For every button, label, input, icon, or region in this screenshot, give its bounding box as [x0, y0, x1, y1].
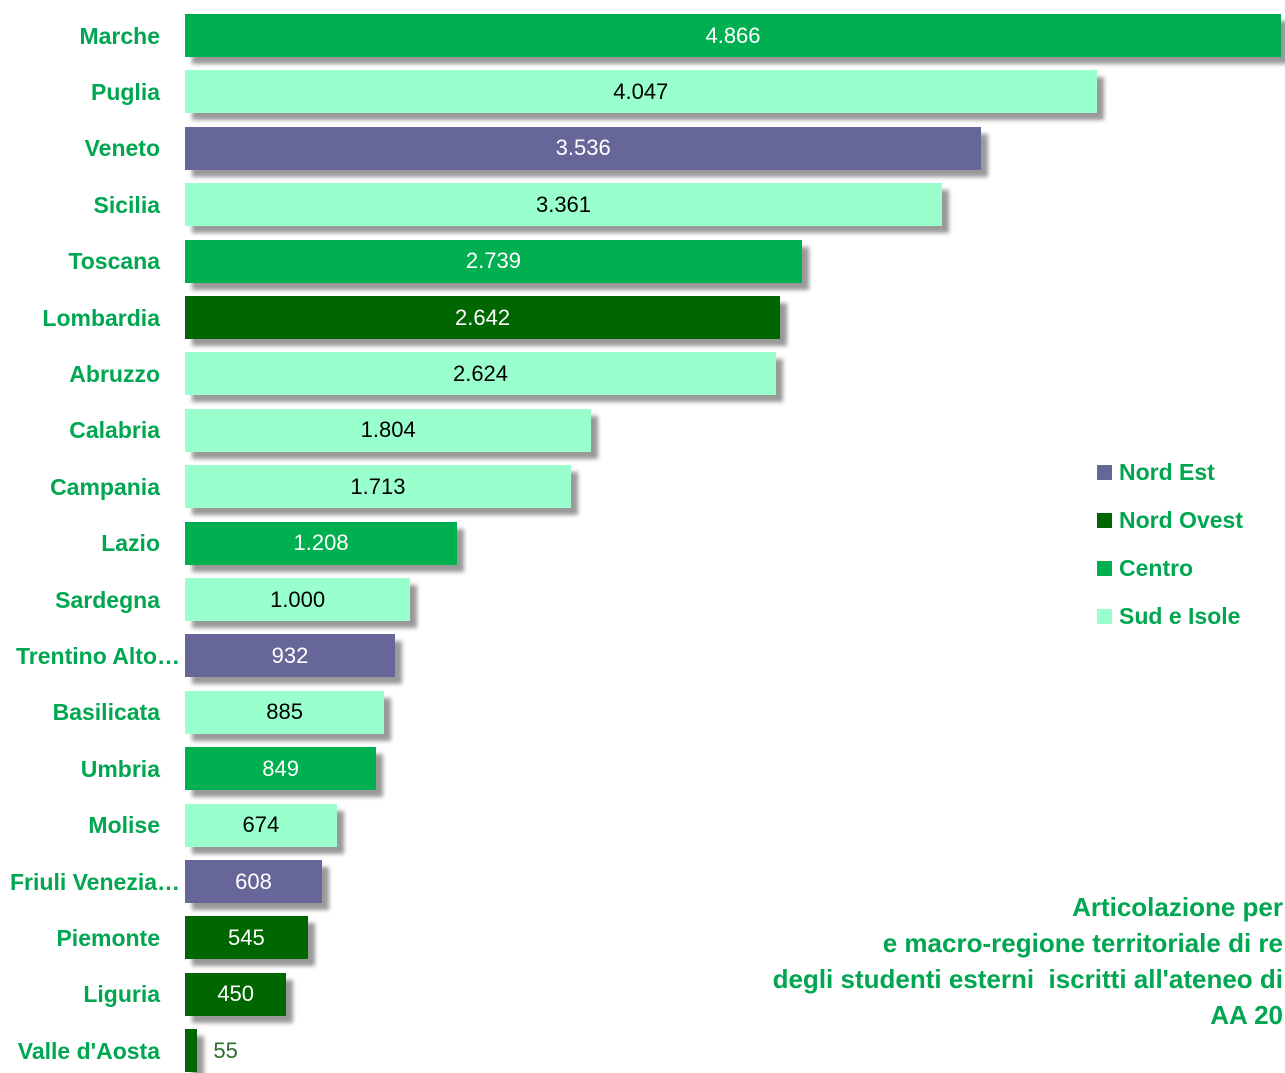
value-label: 1.208 [293, 530, 349, 556]
category-label: Piemonte [56, 924, 160, 951]
legend-label: Nord Est [1119, 458, 1215, 485]
value-label: 1.804 [360, 417, 416, 443]
value-label: 2.739 [465, 248, 521, 274]
bar [185, 860, 322, 903]
legend-swatch [1097, 464, 1112, 480]
legend: Nord Est Nord Ovest Centro Sud e Isole [1097, 448, 1243, 640]
value-label: 4.866 [705, 22, 761, 48]
value-label: 885 [266, 699, 304, 725]
bar [185, 352, 777, 396]
value-label: 4.047 [613, 78, 669, 104]
category-label: Basilicata [52, 699, 160, 726]
legend-item-centro: Centro [1097, 544, 1243, 592]
bar [185, 465, 571, 509]
value-label: 674 [242, 812, 280, 838]
category-label: Sicilia [93, 191, 160, 218]
legend-label: Centro [1119, 554, 1194, 581]
value-label: 545 [228, 924, 265, 950]
category-label: Umbria [80, 755, 160, 782]
bar [185, 1029, 198, 1073]
category-label: Veneto [84, 135, 160, 162]
value-label: 1.000 [270, 586, 326, 612]
value-label: 849 [262, 755, 299, 781]
value-label: 608 [235, 868, 272, 894]
bar [185, 296, 781, 339]
legend-item-nord-est: Nord Est [1097, 448, 1243, 496]
value-label: 2.642 [455, 304, 511, 330]
category-label: Toscana [68, 248, 160, 275]
bar [185, 521, 458, 565]
category-label: Friuli Venezia… [10, 868, 180, 895]
bar [185, 690, 385, 734]
legend-swatch [1097, 608, 1112, 624]
chart-title-line: AA 20 [1210, 1000, 1283, 1030]
bar [185, 972, 287, 1016]
value-label: 450 [217, 981, 255, 1007]
legend-swatch [1097, 512, 1112, 528]
chart-title-line: e macro-regione territoriale di re [882, 928, 1283, 958]
legend-label: Sud e Isole [1119, 602, 1241, 629]
category-label: Sardegna [55, 586, 160, 613]
legend-swatch [1097, 560, 1112, 576]
bar [185, 126, 982, 170]
category-label: Valle d'Aosta [17, 1037, 160, 1064]
bar [185, 747, 377, 791]
bar [185, 634, 395, 678]
category-label: Lazio [101, 530, 160, 557]
bar [185, 239, 802, 283]
value-label: 932 [271, 642, 309, 668]
category-label: Trentino Alto… [16, 642, 180, 669]
bar [185, 183, 943, 227]
legend-item-sud-e-isole: Sud e Isole [1097, 592, 1243, 640]
category-label: Liguria [83, 981, 160, 1008]
bar [185, 70, 1097, 114]
chart-title-line: degli studenti esterni iscritti all'aten… [772, 964, 1283, 994]
category-label: Molise [88, 812, 160, 839]
category-label: Abruzzo [69, 360, 160, 387]
value-label: 1.713 [350, 473, 406, 499]
bar [185, 14, 1281, 57]
category-label: Lombardia [42, 304, 160, 331]
category-label: Campania [50, 473, 160, 500]
bar [185, 408, 592, 452]
value-label: 2.624 [452, 360, 509, 386]
bar [185, 578, 411, 621]
chart-title: Articolazione per e macro-regione territ… [773, 889, 1283, 1033]
value-label: 3.361 [535, 191, 592, 217]
bar [185, 916, 308, 960]
value-label: 55 [213, 1037, 238, 1063]
bar [185, 803, 337, 847]
legend-label: Nord Ovest [1119, 506, 1243, 533]
category-label: Puglia [90, 78, 160, 105]
legend-item-nord-ovest: Nord Ovest [1097, 496, 1243, 544]
chart-title-line: Articolazione per [1072, 892, 1283, 922]
value-label: 3.536 [555, 135, 611, 161]
category-label: Calabria [69, 417, 160, 444]
category-label: Marche [79, 22, 160, 49]
